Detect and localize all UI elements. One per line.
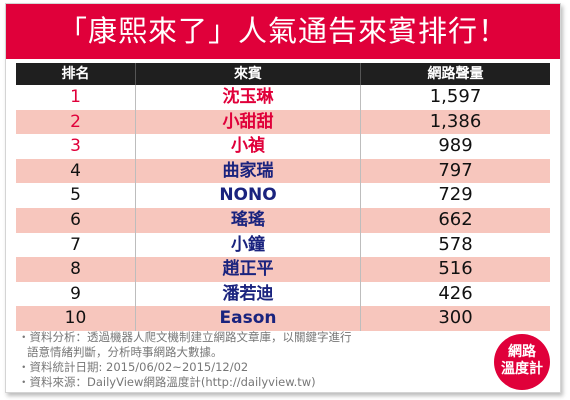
header-volume: 網路聲量 [427,66,484,82]
rank-cell: 10 [16,306,136,331]
rank-cell: 1 [16,85,136,110]
table-row: 1 沈玉琳 1,597 [16,85,550,110]
volume-cell: 578 [438,233,473,255]
volume-cell: 729 [438,184,473,206]
guest-cell: 小禎 [136,134,361,159]
rank-cell: 4 [16,158,136,184]
volume-cell: 426 [438,282,473,304]
guest-cell: 小甜甜 [136,109,361,135]
note-date: ・資料統計日期: 2015/06/02~2015/12/02 [18,360,249,374]
rank-cell: 8 [16,257,136,282]
table-row: 4 曲家瑞 797 [16,158,550,184]
table-row: 8 趙正平 516 [16,257,550,282]
guest-cell: 曲家瑞 [136,158,361,184]
header-guest: 來賓 [136,63,361,85]
guest-cell: NONO [136,183,361,208]
note-analysis: ・資料分析：透過機器人爬文機制建立網路文章庫，以關鍵字進行 [18,330,352,344]
note-analysis-cont: 語意情緒判斷，分析時事網路大數據。 [27,345,223,359]
volume-cell: 797 [438,159,473,181]
volume-cell: 662 [438,208,473,230]
table-row: 7 小鐘 578 [16,232,550,258]
volume-cell: 1,386 [429,110,482,132]
table-row: 9 潘若迪 426 [16,281,550,307]
table-header: 排名 來賓 網路聲量 [16,63,550,85]
guest-cell: 潘若迪 [136,281,361,307]
volume-cell: 1,597 [429,86,482,107]
rank-cell: 3 [16,134,136,159]
guest-cell: 沈玉琳 [136,85,361,110]
note-source: ・資料來源：DailyView網路溫度計(http://dailyview.tw… [18,375,316,389]
table-row: 2 小甜甜 1,386 [16,109,550,135]
table-row: 3 小禎 989 [16,134,550,159]
header-rank: 排名 [16,63,136,85]
volume-cell: 516 [438,258,473,280]
guest-cell: 小鐘 [136,232,361,258]
ranking-table: 排名 來賓 網路聲量 1 沈玉琳 1,597 2 小甜甜 1,386 3 小禎 … [16,63,550,331]
volume-cell: 989 [438,135,473,157]
dailyview-logo: 網路 溫度計 [494,334,550,390]
volume-cell: 300 [438,307,473,329]
rank-cell: 6 [16,207,136,233]
guest-cell: 趙正平 [136,257,361,282]
guest-cell: 瑤瑤 [136,207,361,233]
guest-cell: Eason [136,306,361,331]
logo-line1: 網路 [508,344,536,360]
table-row: 5 NONO 729 [16,183,550,208]
source-notes: ・資料分析：透過機器人爬文機制建立網路文章庫，以關鍵字進行 語意情緒判斷，分析時… [18,330,458,390]
rank-cell: 9 [16,281,136,307]
ranking-card: 「康熙來了」人氣通告來賓排行！ 排名 來賓 網路聲量 1 沈玉琳 1,597 2… [5,3,561,393]
table-row: 6 瑤瑤 662 [16,207,550,233]
rank-cell: 7 [16,232,136,258]
rank-cell: 2 [16,109,136,135]
logo-line2: 溫度計 [501,361,543,377]
page-title: 「康熙來了」人氣通告來賓排行！ [6,4,560,59]
table-row: 10 Eason 300 [16,306,550,331]
rank-cell: 5 [16,183,136,208]
